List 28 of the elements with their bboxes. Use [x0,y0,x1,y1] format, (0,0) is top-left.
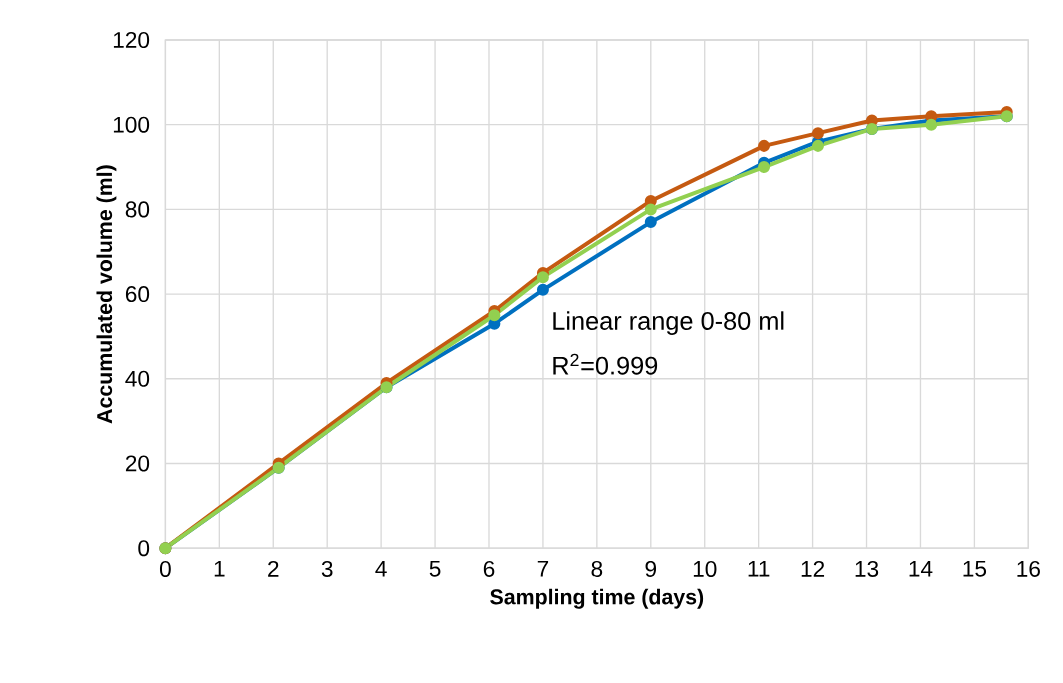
x-tick-label: 3 [321,560,333,578]
y-tick-label: 40 [125,370,150,387]
x-tick-label: 6 [483,560,495,578]
x-tick-label: 9 [645,560,657,578]
x-tick-label: 5 [429,560,441,577]
x-tick-label: 0 [159,560,171,578]
x-tick-label: 7 [537,560,549,577]
x-tick-label: 14 [909,560,933,577]
x-tick-label: 8 [591,560,603,578]
y-tick-label: 80 [125,201,150,218]
x-axis-title: Sampling time (days) [490,588,704,609]
annotation: R$^{2}$=0.999 [553,353,658,375]
x-tick-label: 2 [268,560,279,577]
y-tick-label: 20 [125,455,150,472]
x-tick-label: 1 [214,560,225,577]
y-axis-title: Accumulated volume (ml) [96,165,117,424]
y-tick-label: 120 [113,32,150,49]
x-tick-label: 15 [963,560,987,577]
x-tick-label: 16 [1017,560,1040,578]
annotation: Linear range 0-80 ml [553,311,784,335]
x-tick-label: 12 [801,560,825,577]
y-tick-label: 60 [125,286,150,303]
x-tick-label: 11 [748,560,770,577]
x-tick-label: 10 [693,560,717,578]
x-tick-label: 4 [375,560,387,577]
y-tick-label: 0 [138,540,150,557]
x-tick-label: 13 [855,560,879,578]
y-tick-label: 100 [113,116,150,133]
